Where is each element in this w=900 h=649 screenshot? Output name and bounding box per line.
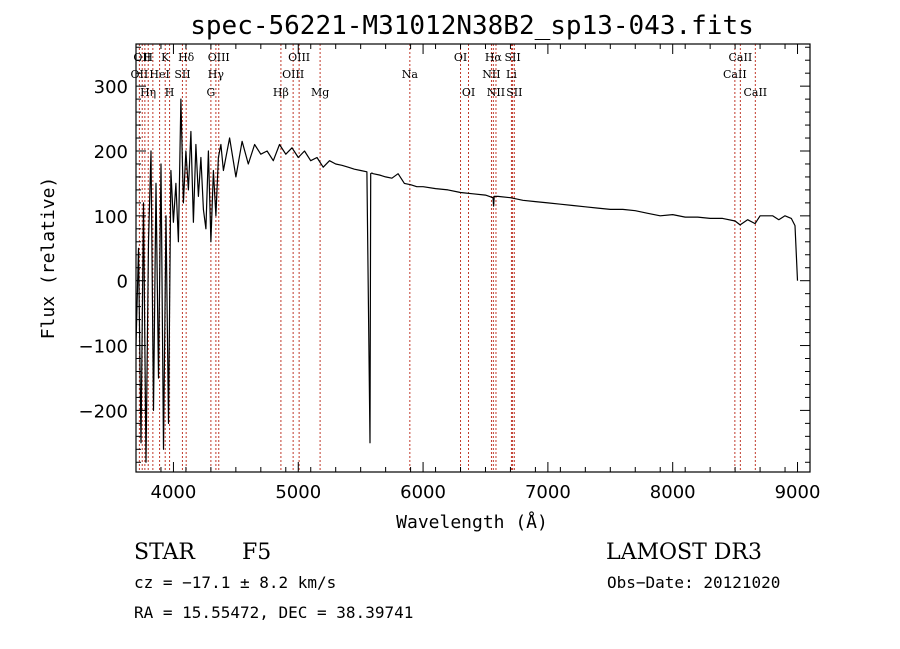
spectral-line-markers	[138, 44, 756, 472]
x-axis-ticks: 4000 5000 6000 7000 8000 9000	[135, 44, 821, 503]
spectral-line-label: Li	[506, 68, 517, 81]
y-axis-label: Flux (relative)	[38, 177, 59, 340]
survey-name: LAMOST DR3	[606, 540, 762, 565]
spectral-line-label: Hα	[485, 51, 503, 64]
spectral-line-label: Hγ	[208, 68, 225, 81]
x-tick-label: 4000	[151, 482, 197, 503]
spectral-line-label: H	[165, 86, 175, 99]
spectral-line-label: Hδ	[178, 51, 195, 64]
y-tick-label: 100	[94, 207, 128, 228]
sky-coordinates: RA = 15.55472, DEC = 38.39741	[134, 603, 413, 622]
x-axis-label: Wavelength (Å)	[396, 511, 548, 533]
spectral-line-label: H	[143, 51, 153, 64]
object-subclass: F5	[242, 540, 271, 565]
spectral-line-label: OIII	[288, 51, 310, 64]
y-tick-label: 200	[94, 142, 128, 163]
plot-frame	[135, 43, 811, 473]
redshift-velocity: cz = −17.1 ± 8.2 km/s	[134, 573, 336, 592]
spectral-line-label: SII	[504, 51, 520, 64]
spectral-line-label: HeI	[149, 68, 169, 81]
spectral-line-label: OIII	[282, 68, 304, 81]
spectral-line-label: CaII	[729, 51, 753, 64]
spectral-line-label: K	[161, 51, 170, 64]
observation-date: Obs−Date: 20121020	[607, 573, 780, 592]
spectral-line-label: OI	[454, 51, 467, 64]
x-tick-label: 6000	[400, 482, 446, 503]
spectral-line-label: Hβ	[273, 86, 289, 99]
y-tick-label: 300	[94, 77, 128, 98]
spectral-line-label: SII	[174, 68, 190, 81]
spectral-line-label: NII	[487, 86, 505, 99]
spectral-line-label: OI	[462, 86, 475, 99]
x-tick-label: 8000	[650, 482, 696, 503]
spectral-line-label: OIII	[208, 51, 230, 64]
y-axis-ticks: −200 −100 0 100 200 300	[79, 46, 810, 463]
y-tick-label: −100	[79, 337, 128, 358]
spectral-line-label: OII	[133, 51, 151, 64]
flux-series-line	[135, 98, 799, 463]
y-tick-label: 0	[117, 272, 128, 293]
spectral-line-label: η	[150, 86, 157, 99]
spectral-line-label: G	[206, 86, 215, 99]
x-tick-label: 7000	[525, 482, 571, 503]
spectral-line-label: CaII	[743, 86, 767, 99]
spectral-line-label: SII	[506, 86, 522, 99]
x-tick-label: 9000	[775, 482, 821, 503]
spectral-line-label: OII	[131, 68, 149, 81]
spectral-line-label: Na	[402, 68, 419, 81]
object-class: STAR	[134, 540, 196, 565]
chart-title: spec-56221-M31012N38B2_sp13-043.fits	[190, 11, 754, 41]
y-tick-label: −200	[79, 401, 128, 422]
spectral-line-label: Mg	[311, 86, 329, 99]
x-tick-label: 5000	[275, 482, 321, 503]
spectral-line-labels: OIIOIIHHηHeIKHSIIHδGHγOIIIHβOIIIOIIIMgNa…	[131, 51, 768, 99]
spectral-line-label: NII	[482, 68, 500, 81]
spectral-line-label: H	[140, 86, 150, 99]
spectral-line-label: CaII	[723, 68, 747, 81]
